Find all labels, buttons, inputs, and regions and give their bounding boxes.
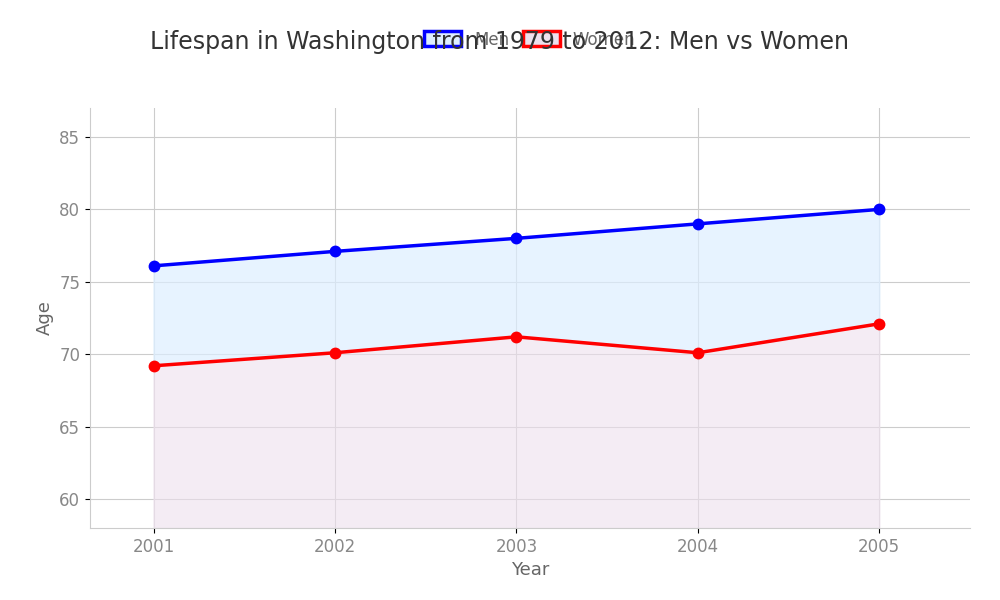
Legend: Men, Women: Men, Women xyxy=(418,24,642,55)
Y-axis label: Age: Age xyxy=(36,301,54,335)
Men xyxy=(873,206,885,213)
Men xyxy=(329,248,341,255)
Men xyxy=(510,235,522,242)
Line: Men: Men xyxy=(149,205,884,271)
Women xyxy=(510,333,522,340)
X-axis label: Year: Year xyxy=(511,561,549,579)
Men xyxy=(692,220,704,227)
Women xyxy=(148,362,160,370)
Line: Women: Women xyxy=(149,319,884,371)
Women xyxy=(329,349,341,356)
Text: Lifespan in Washington from 1979 to 2012: Men vs Women: Lifespan in Washington from 1979 to 2012… xyxy=(150,30,850,54)
Men xyxy=(148,262,160,269)
Women xyxy=(873,320,885,328)
Women xyxy=(692,349,704,356)
